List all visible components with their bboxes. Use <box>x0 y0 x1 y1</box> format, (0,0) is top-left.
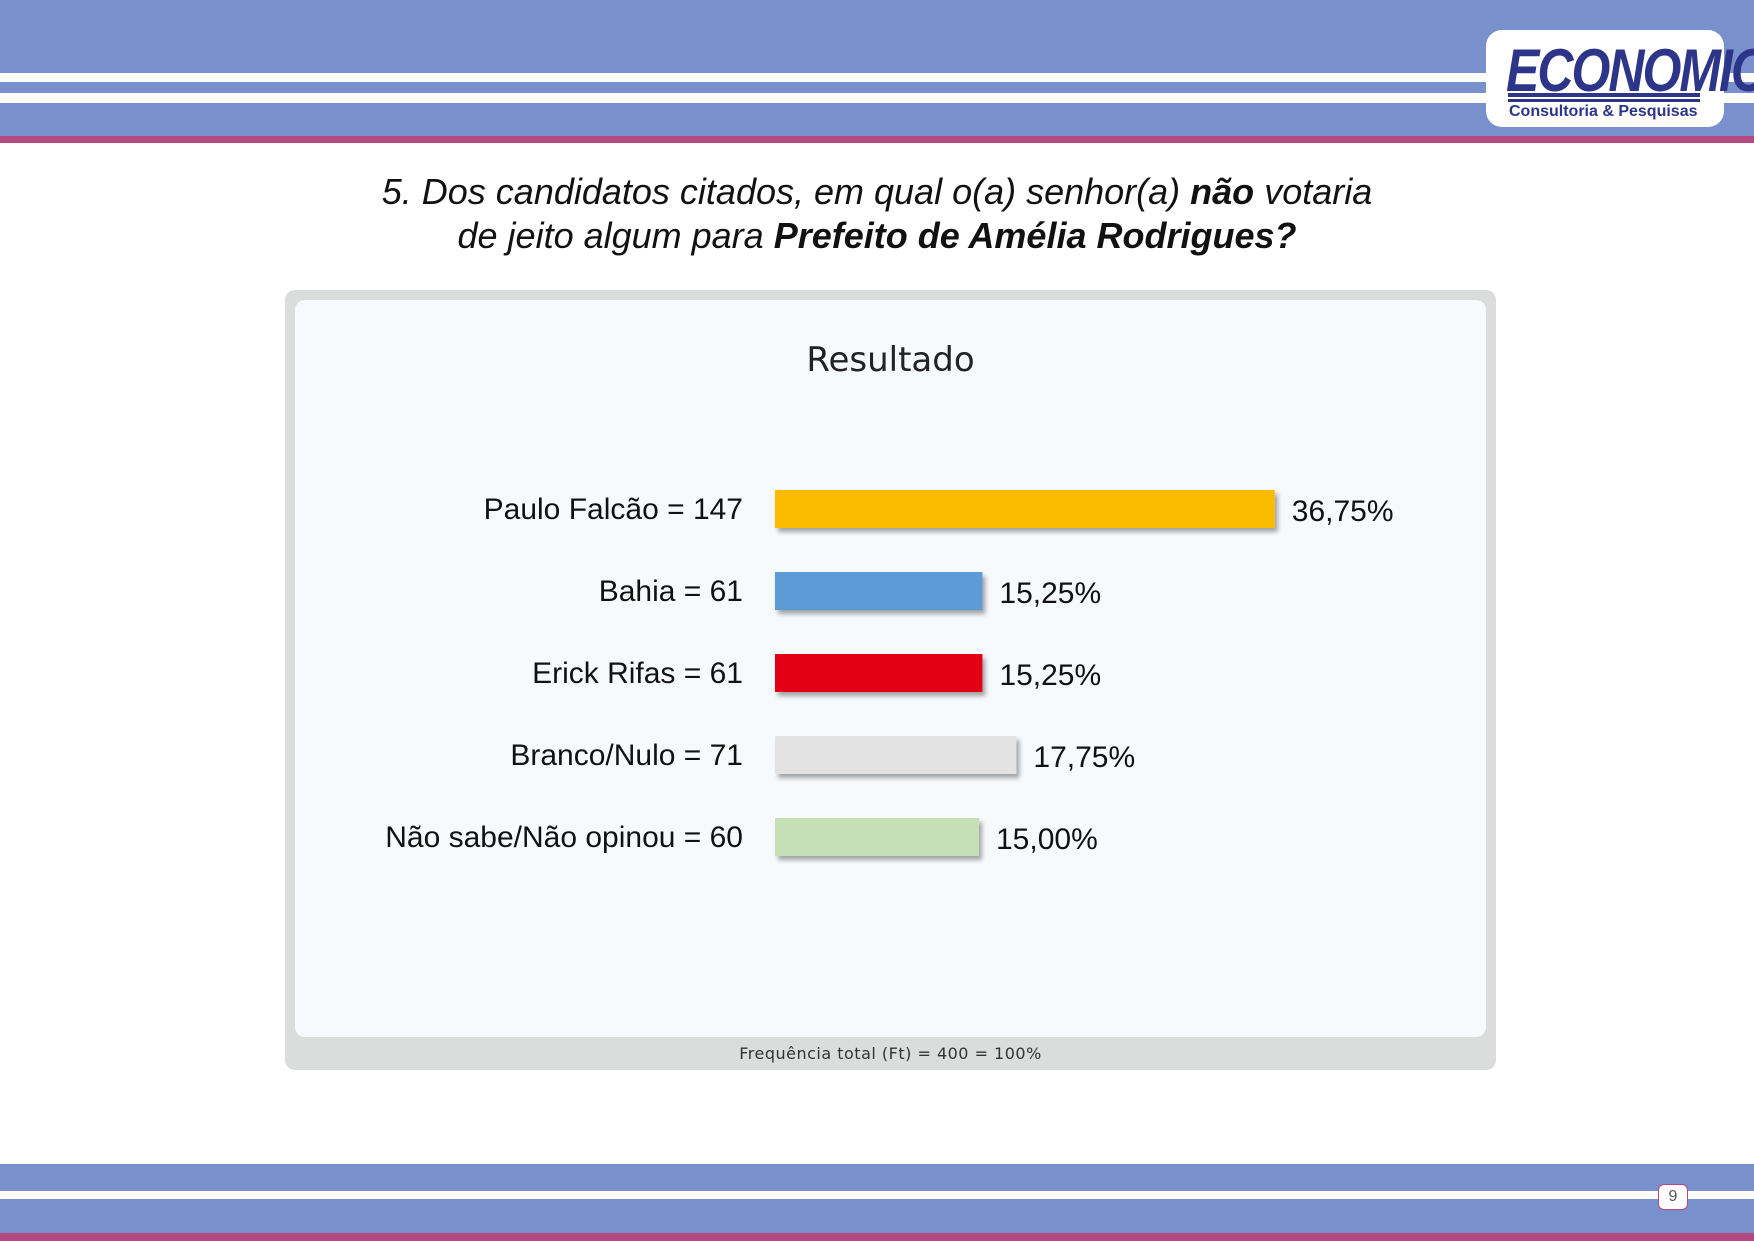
footer-band <box>0 1164 1754 1191</box>
question-emphasis: Prefeito de Amélia Rodrigues? <box>773 215 1297 256</box>
header-accent-line <box>0 136 1754 143</box>
value-label: 15,00% <box>996 823 1098 856</box>
bar <box>775 490 1275 528</box>
bar <box>775 818 979 856</box>
value-label: 15,25% <box>999 577 1101 610</box>
category-label: Erick Rifas = 61 <box>532 657 743 690</box>
chart-title: Resultado <box>806 340 975 380</box>
question-line-2: de jeito algum para Prefeito de Amélia R… <box>300 214 1454 258</box>
question-emphasis: não <box>1190 171 1255 212</box>
footer-band <box>0 1199 1754 1233</box>
logo-subtitle: Consultoria & Pesquisas <box>1509 103 1698 120</box>
header-band <box>0 0 1754 73</box>
header-stripe <box>0 73 1754 82</box>
value-label: 15,25% <box>999 659 1101 692</box>
question-text: 5. Dos candidatos citados, em qual o(a) … <box>381 171 1191 212</box>
footer-stripe <box>0 1191 1754 1199</box>
header-stripe <box>0 103 1754 136</box>
question-line-1: 5. Dos candidatos citados, em qual o(a) … <box>300 170 1454 214</box>
header-stripe <box>0 82 1754 93</box>
page-number: 9 <box>1658 1184 1688 1210</box>
question-text: de jeito algum para <box>457 215 774 256</box>
category-label: Paulo Falcão = 147 <box>484 493 743 526</box>
value-label: 36,75% <box>1292 495 1394 528</box>
logo-underline <box>1508 93 1700 97</box>
value-label: 17,75% <box>1033 741 1135 774</box>
category-label: Não sabe/Não opinou = 60 <box>385 821 743 854</box>
category-label: Branco/Nulo = 71 <box>510 739 743 772</box>
economic-logo: ECONOMIC Consultoria & Pesquisas <box>1486 30 1754 127</box>
logo-underline <box>1508 99 1700 102</box>
question-title: 5. Dos candidatos citados, em qual o(a) … <box>300 170 1454 258</box>
footer-accent-line <box>0 1233 1754 1241</box>
question-text: votaria <box>1254 171 1373 212</box>
category-label: Bahia = 61 <box>599 575 743 608</box>
total-frequency-note: Frequência total (Ft) = 400 = 100% <box>739 1044 1042 1063</box>
bar <box>775 572 983 610</box>
header-stripe <box>0 93 1754 103</box>
bar <box>775 654 983 692</box>
bar <box>775 736 1017 774</box>
